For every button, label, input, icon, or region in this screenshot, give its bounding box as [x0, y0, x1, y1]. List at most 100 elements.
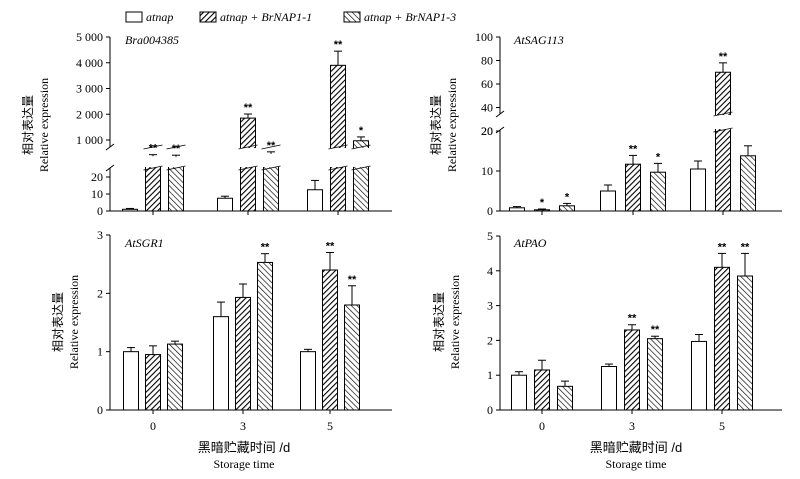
y-tick-label: 1	[487, 368, 493, 382]
bar-break-mark	[166, 165, 186, 171]
significance-label: *	[359, 125, 364, 137]
y-tick-label: 0	[487, 403, 493, 417]
axis-break-mark	[495, 110, 505, 118]
y-label-right-top: 相对表达量 Relative expression	[429, 78, 459, 172]
significance-label: *	[656, 151, 661, 163]
bar	[122, 208, 138, 212]
bar	[235, 296, 251, 411]
bar	[534, 369, 550, 411]
bar	[511, 374, 527, 411]
significance-label: **	[348, 274, 357, 286]
bar-break-mark	[351, 144, 371, 150]
panel-title: AtSGR1	[124, 236, 164, 250]
axis-break-mark	[495, 126, 505, 134]
y-tick-label: 5 000	[76, 30, 103, 44]
significance-label: *	[565, 191, 570, 203]
significance-label: *	[540, 197, 545, 209]
bar	[557, 385, 573, 411]
bar-break-mark	[328, 165, 348, 171]
legend-swatch-hatch-light	[343, 11, 361, 23]
x-label-left: 黑暗贮藏时间 /d Storage time	[198, 440, 290, 471]
legend-swatch-open	[125, 11, 143, 23]
y-tick-label: 0	[487, 204, 493, 218]
y-label-cn: 相对表达量	[21, 95, 35, 155]
bar-break-mark	[261, 144, 281, 150]
panel-title: AtSAG113	[513, 33, 564, 47]
y-tick-label: 100	[475, 30, 493, 44]
bar	[624, 329, 640, 411]
significance-label: **	[326, 241, 335, 253]
bar	[714, 266, 730, 411]
axis-break-mark	[105, 164, 115, 172]
y-tick-label: 4 000	[76, 56, 103, 70]
legend: atnap atnap + BrNAP1-1 atnap + BrNAP1-3	[125, 10, 456, 24]
y-label-en: Relative expression	[448, 275, 462, 369]
x-tick-label: 0	[539, 419, 545, 433]
y-tick-label: 4	[487, 264, 493, 278]
bar-break-mark	[261, 165, 281, 171]
y-tick-label: 20	[91, 170, 103, 184]
significance-label: **	[741, 241, 750, 253]
bar-break-mark	[351, 165, 371, 171]
legend-swatch-hatch-dense	[199, 11, 217, 23]
x-tick-label: 3	[240, 419, 246, 433]
bar	[650, 171, 666, 212]
y-tick-label: 1 000	[76, 133, 103, 147]
significance-label: **	[261, 242, 270, 254]
y-label-en: Relative expression	[37, 78, 51, 172]
bar	[123, 351, 139, 411]
y-label-en: Relative expression	[445, 78, 459, 172]
bar-break-gap	[167, 148, 185, 167]
legend-label: atnap + BrNAP1-3	[364, 10, 456, 24]
bar-break-mark	[143, 144, 163, 150]
y-tick-label: 2	[487, 333, 493, 347]
bar	[559, 205, 575, 212]
x-tick-label: 5	[327, 419, 333, 433]
y-tick-label: 10	[91, 187, 103, 201]
y-tick-label: 40	[481, 101, 493, 115]
bar	[145, 354, 161, 411]
bar	[307, 189, 323, 212]
x-tick-label: 0	[150, 419, 156, 433]
legend-label: atnap + BrNAP1-1	[220, 10, 312, 24]
y-label-cn: 相对表达量	[429, 95, 443, 155]
bar-break-gap	[352, 148, 370, 167]
y-tick-label: 20	[481, 124, 493, 138]
y-label-cn: 相对表达量	[51, 292, 65, 352]
bar-break-gap	[239, 148, 257, 167]
significance-label: **	[719, 51, 728, 63]
y-label-left-bottom: 相对表达量 Relative expression	[51, 275, 81, 369]
x-label-en: Storage time	[606, 457, 667, 471]
significance-label: **	[334, 39, 343, 51]
bar	[217, 197, 233, 212]
bar	[509, 207, 525, 212]
significance-label: **	[172, 143, 181, 155]
y-tick-label: 0	[97, 204, 103, 218]
y-label-en: Relative expression	[67, 275, 81, 369]
bar	[740, 155, 756, 212]
legend-label: atnap	[146, 10, 173, 24]
panel-title: Bra004385	[125, 33, 179, 47]
bar	[534, 209, 550, 212]
y-tick-label: 2 000	[76, 107, 103, 121]
y-tick-label: 3	[487, 299, 493, 313]
bar	[213, 316, 229, 411]
bar	[344, 304, 360, 411]
bar	[300, 351, 316, 411]
chart-panel-AtSGR1: AtSGR1 0 1 2 3 0 3 5 ** ** **	[97, 228, 392, 433]
bar-break-mark	[713, 111, 733, 117]
bar-break-gap	[714, 115, 732, 129]
significance-label: **	[628, 313, 637, 325]
bar	[647, 338, 663, 411]
bar	[690, 168, 706, 212]
panel-title: AtPAO	[513, 236, 547, 250]
bar-break-gap	[329, 148, 347, 167]
x-tick-label: 3	[629, 419, 635, 433]
y-label-left-top: 相对表达量 Relative expression	[21, 78, 51, 172]
bar-break-mark	[713, 127, 733, 133]
x-label-cn: 黑暗贮藏时间 /d	[590, 440, 682, 455]
x-label-right: 黑暗贮藏时间 /d Storage time	[590, 440, 682, 471]
